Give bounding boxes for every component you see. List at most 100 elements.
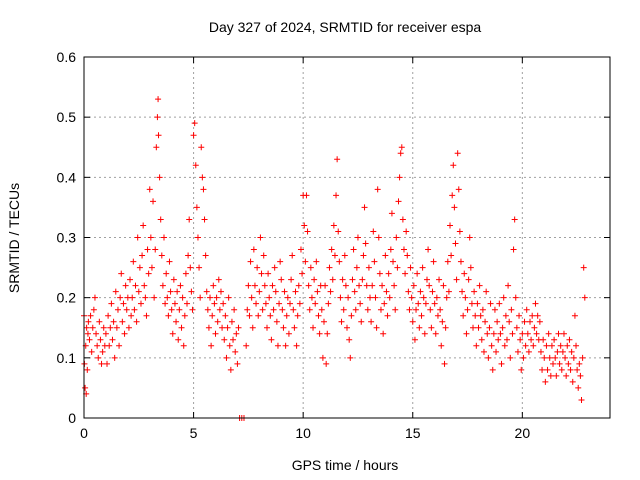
data-point [201, 216, 208, 223]
data-point [84, 366, 91, 373]
data-point [137, 300, 144, 307]
data-point [221, 336, 228, 343]
data-point [546, 354, 553, 361]
data-point [368, 318, 375, 325]
data-point [340, 306, 347, 313]
data-point [363, 282, 370, 289]
data-point [191, 120, 198, 127]
data-point [327, 288, 334, 295]
data-point [207, 294, 214, 301]
data-point [441, 360, 448, 367]
data-point [135, 288, 142, 295]
y-tick-label: 0.3 [57, 230, 77, 246]
data-point [444, 258, 451, 265]
data-point [536, 318, 543, 325]
data-point [128, 312, 135, 319]
data-point [295, 282, 302, 289]
data-point [554, 348, 561, 355]
data-point [570, 354, 577, 361]
data-point [430, 258, 437, 265]
data-point [283, 312, 290, 319]
data-point [505, 282, 512, 289]
data-point [478, 336, 485, 343]
data-point [267, 312, 274, 319]
data-point [157, 216, 164, 223]
data-point [409, 318, 416, 325]
data-point [202, 252, 209, 259]
data-point [387, 246, 394, 253]
data-point [212, 330, 219, 337]
data-point [270, 306, 277, 313]
data-point [517, 336, 524, 343]
data-point [578, 396, 585, 403]
data-point [210, 282, 217, 289]
data-point [250, 246, 257, 253]
data-point [302, 258, 309, 265]
data-point [577, 372, 584, 379]
data-point [111, 354, 118, 361]
data-point [180, 342, 187, 349]
data-point [413, 306, 420, 313]
data-point [246, 312, 253, 319]
data-point [179, 294, 186, 301]
data-point [129, 294, 136, 301]
data-point [184, 300, 191, 307]
data-point [233, 330, 240, 337]
data-point [506, 318, 513, 325]
data-point [516, 312, 523, 319]
data-point [341, 252, 348, 259]
data-point [186, 216, 193, 223]
data-point [559, 348, 566, 355]
data-point [467, 264, 474, 271]
data-point [558, 366, 565, 373]
data-point [448, 252, 455, 259]
data-point [580, 264, 587, 271]
data-point [464, 306, 471, 313]
y-tick-label: 0.2 [57, 290, 77, 306]
data-point [176, 306, 183, 313]
data-point [497, 330, 504, 337]
data-point [93, 330, 100, 337]
data-point [540, 336, 547, 343]
data-point [499, 324, 506, 331]
data-point [98, 360, 105, 367]
data-point [452, 240, 459, 247]
data-point [443, 294, 450, 301]
data-point [145, 270, 152, 277]
data-point [122, 282, 129, 289]
data-point [324, 330, 331, 337]
data-point [244, 306, 251, 313]
data-point [482, 318, 489, 325]
data-point [169, 330, 176, 337]
data-point [514, 348, 521, 355]
data-point [564, 342, 571, 349]
data-point [251, 282, 258, 289]
data-point [290, 306, 297, 313]
data-point [547, 372, 554, 379]
data-point [110, 318, 117, 325]
data-point [507, 354, 514, 361]
data-points [81, 96, 588, 421]
data-point [203, 288, 210, 295]
data-point [379, 282, 386, 289]
data-point [131, 306, 138, 313]
data-point [545, 330, 552, 337]
data-point [94, 342, 101, 349]
data-point [513, 324, 520, 331]
data-point [450, 162, 457, 169]
data-point [272, 288, 279, 295]
data-point [350, 246, 357, 253]
data-point [109, 336, 116, 343]
data-point [193, 204, 200, 211]
data-point [500, 294, 507, 301]
data-point [416, 324, 423, 331]
data-point [383, 288, 390, 295]
data-point [520, 354, 527, 361]
data-point [560, 330, 567, 337]
data-point [432, 330, 439, 337]
data-point [348, 312, 355, 319]
data-point [419, 264, 426, 271]
data-point [177, 282, 184, 289]
data-point [391, 282, 398, 289]
data-point [208, 342, 215, 349]
